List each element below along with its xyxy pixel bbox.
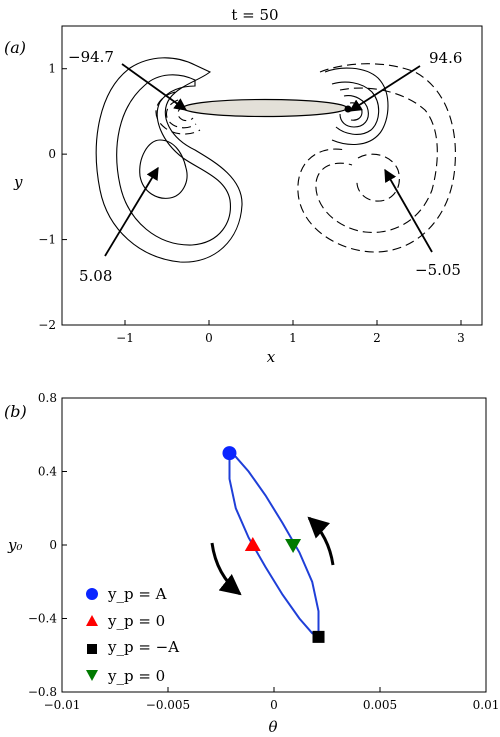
x-tick-label: 0 <box>205 331 213 345</box>
panel-a-title: t = 50 <box>231 6 278 24</box>
y-tick-label: −0.4 <box>28 612 58 626</box>
panel-b-ticks: −0.01 −0.005 0 0.005 0.01 0.8 0.4 0 −0.4 −0.8 <box>28 391 500 712</box>
y-tick-label: 0.8 <box>38 391 57 405</box>
legend-triangle-down-icon <box>86 670 98 681</box>
panel-a-xlabel: x <box>267 348 276 366</box>
panel-a-label: (a) <box>4 38 26 57</box>
x-tick-label: 3 <box>457 331 465 345</box>
y-tick-label: −2 <box>38 318 56 332</box>
trajectory-curve <box>228 452 320 639</box>
legend-square-icon <box>87 644 97 654</box>
marker-square <box>312 630 325 643</box>
legend-label-2: y_p = 0 <box>107 612 165 630</box>
panel-a-frame <box>61 25 483 326</box>
legend-label-4: y_p = 0 <box>107 667 165 685</box>
marker-circle <box>222 446 237 461</box>
x-tick-label: 0 <box>270 698 278 712</box>
direction-arrows <box>210 516 335 596</box>
x-tick-label: 0.01 <box>473 698 500 712</box>
leading-edge-dot <box>344 105 352 113</box>
legend-circle-icon <box>86 588 98 600</box>
x-tick-label: −1 <box>116 331 134 345</box>
panel-a-ylabel: y <box>13 173 23 191</box>
contours-negative <box>155 63 456 253</box>
x-tick-label: −0.005 <box>146 698 190 712</box>
panel-a: t = 50 (a) y x <box>4 6 483 366</box>
y-tick-label: −1 <box>38 233 56 247</box>
y-tick-label: 0 <box>49 538 57 552</box>
y-tick-label: −0.8 <box>28 685 57 699</box>
trajectory-markers <box>222 446 325 643</box>
x-tick-label: 1 <box>289 331 297 345</box>
annotation-5-08: 5.08 <box>79 267 112 285</box>
x-tick-label: 2 <box>373 331 381 345</box>
annotation-neg-94-7: −94.7 <box>68 48 114 66</box>
marker-triangle-up <box>244 537 261 551</box>
panel-b-ylabel: y₀ <box>7 536 23 554</box>
panel-a-ticks: −1 0 1 2 3 1 0 −1 −2 <box>38 62 465 345</box>
x-tick-label: −0.01 <box>44 698 81 712</box>
annotation-arrows <box>104 63 433 257</box>
y-tick-label: 0.4 <box>38 465 57 479</box>
legend-label-1: y_p = A <box>107 585 167 603</box>
annotation-neg-5-05: −5.05 <box>415 261 461 279</box>
legend-label-3: y_p = −A <box>107 638 179 656</box>
annotation-94-6: 94.6 <box>429 49 462 67</box>
panel-b: (b) y₀ θ y_p = A y_p = 0 y_p = −A y_p = … <box>4 391 499 736</box>
y-tick-label: 0 <box>48 147 56 161</box>
panel-b-xlabel: θ <box>268 718 277 736</box>
marker-triangle-down <box>285 539 302 553</box>
y-tick-label: 1 <box>48 62 56 76</box>
legend-triangle-up-icon <box>86 615 98 626</box>
panel-b-label: (b) <box>4 402 27 421</box>
legend: y_p = A y_p = 0 y_p = −A y_p = 0 <box>86 585 179 685</box>
x-tick-label: 0.005 <box>363 698 397 712</box>
flat-plate <box>182 98 348 118</box>
contours-positive <box>95 57 389 263</box>
